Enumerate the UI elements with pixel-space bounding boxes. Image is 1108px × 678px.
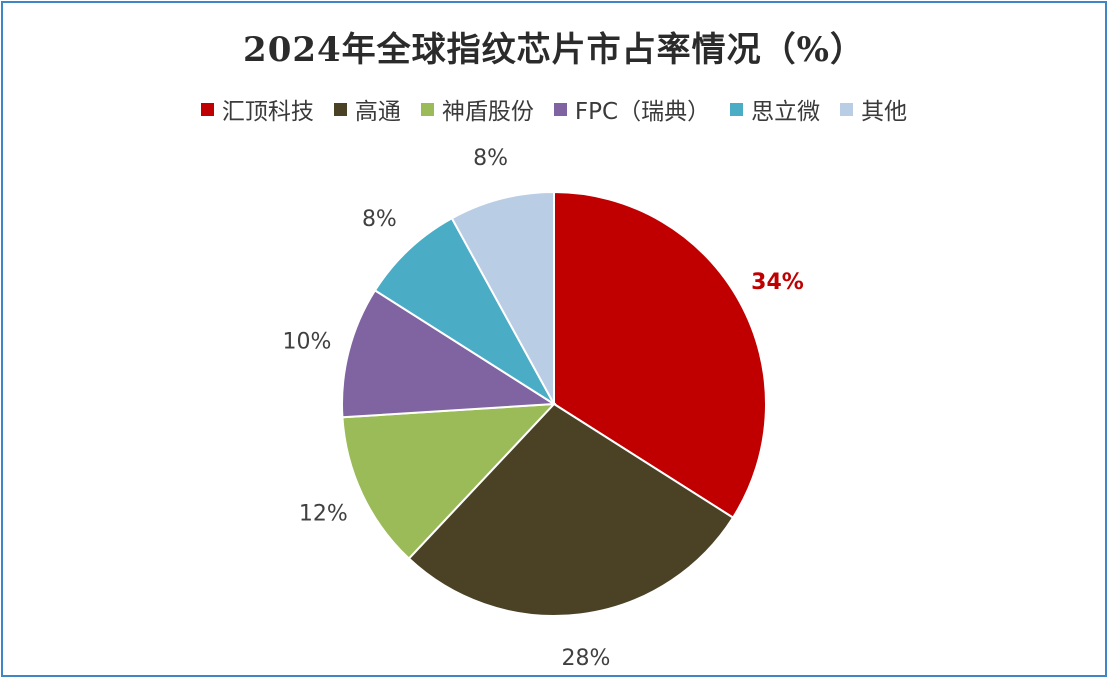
legend-item-qualcomm: 高通 xyxy=(333,92,401,126)
legend-label: 高通 xyxy=(354,99,401,125)
pie-slice-fpc xyxy=(341,289,558,419)
legend-swatch xyxy=(840,102,854,116)
pie-slice-qualcomm xyxy=(407,402,735,617)
chart-title: 2024年全球指纹芯片市占率情况（%） xyxy=(243,30,865,70)
legend-swatch xyxy=(730,102,744,116)
legend-label: 神盾股份 xyxy=(441,99,534,125)
legend-swatch xyxy=(553,102,567,116)
legend-item-others: 其他 xyxy=(840,92,907,126)
pie-slice-huiding xyxy=(553,190,768,519)
legend-swatch xyxy=(333,102,347,116)
legend-item-egis: 神盾股份 xyxy=(420,92,534,126)
data-label-egis: 12% xyxy=(299,502,348,527)
data-label-huiding: 34% xyxy=(751,270,804,295)
pie-slice-silead xyxy=(373,216,555,405)
data-label-qualcomm: 28% xyxy=(562,646,611,671)
legend-label: 其他 xyxy=(861,99,908,125)
data-label-others: 8% xyxy=(473,146,508,171)
legend-item-huiding: 汇顶科技 xyxy=(200,92,314,126)
legend-label: 汇顶科技 xyxy=(221,99,314,125)
chart-legend: 汇顶科技 高通 神盾股份 FPC（瑞典） 思立微 其他 xyxy=(0,92,1108,126)
legend-label: 思立微 xyxy=(751,99,821,125)
legend-swatch xyxy=(200,102,214,116)
legend-item-fpc: FPC（瑞典） xyxy=(553,92,711,126)
data-label-silead: 8% xyxy=(362,207,397,232)
legend-swatch xyxy=(420,102,434,116)
pie-slice-others xyxy=(450,190,555,405)
legend-item-silead: 思立微 xyxy=(730,92,820,126)
pie-slice-egis xyxy=(341,402,557,560)
data-label-fpc: 10% xyxy=(283,330,332,355)
legend-label: FPC（瑞典） xyxy=(574,99,711,125)
